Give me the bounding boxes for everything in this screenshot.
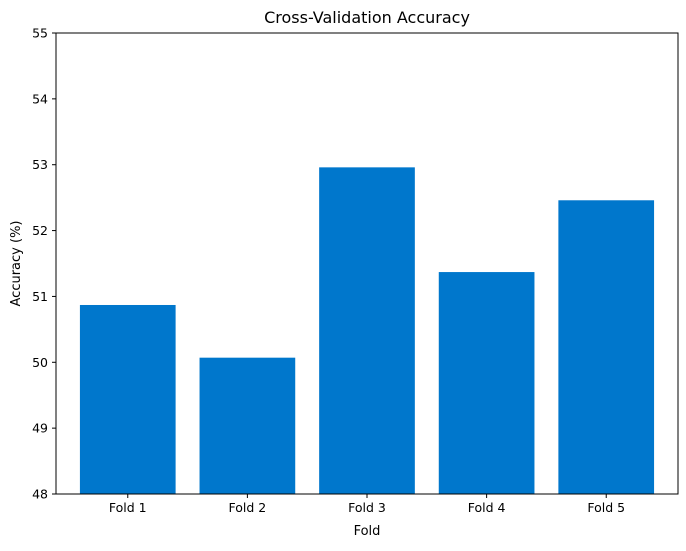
x-axis-ticks: Fold 1 Fold 2 Fold 3 Fold 4 Fold 5	[109, 494, 625, 515]
y-tick-label: 55	[32, 26, 48, 41]
bar-2	[199, 357, 296, 494]
y-axis-label: Accuracy (%)	[9, 221, 24, 307]
y-tick-label: 54	[32, 91, 48, 106]
y-tick-label: 52	[32, 223, 48, 238]
bar-4	[438, 272, 535, 494]
plot-frame	[55, 32, 679, 495]
y-tick-label: 49	[32, 421, 48, 436]
x-tick-label: Fold 3	[348, 500, 386, 515]
bar-1	[79, 304, 176, 494]
y-tick-label: 51	[32, 289, 48, 304]
y-tick-label: 50	[32, 355, 48, 370]
bar-3	[319, 167, 415, 494]
chart-title: Cross-Validation Accuracy	[264, 8, 470, 27]
y-tick-label: 53	[32, 157, 48, 172]
bar-5	[558, 200, 655, 494]
y-tick-label: 48	[32, 487, 48, 502]
x-tick-label: Fold 1	[109, 500, 147, 515]
x-tick-label: Fold 2	[229, 500, 267, 515]
y-axis-ticks: 48 49 50 51 52 53 54 55	[32, 26, 56, 502]
x-axis-label: Fold	[354, 524, 381, 539]
bars-group	[79, 167, 655, 494]
x-tick-label: Fold 4	[468, 500, 506, 515]
x-tick-label: Fold 5	[587, 500, 625, 515]
